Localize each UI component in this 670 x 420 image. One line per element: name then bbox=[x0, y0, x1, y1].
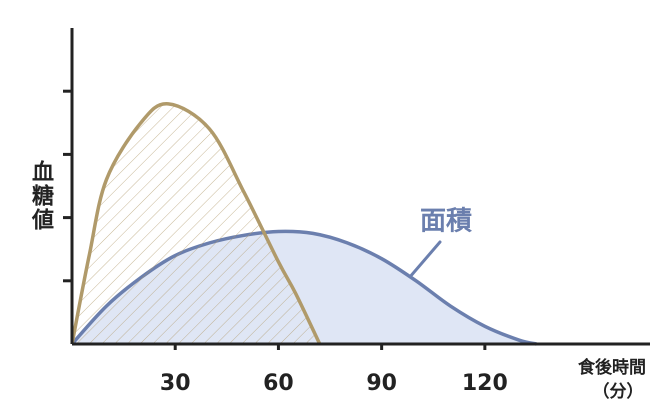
annotation: 面積 bbox=[420, 207, 472, 237]
x-tick-label: 120 bbox=[462, 371, 508, 396]
x-axis-unit: （分） bbox=[593, 381, 644, 402]
area-fill bbox=[72, 103, 320, 344]
y-axis-label: 血糖値 bbox=[28, 159, 55, 232]
x-axis-label: 食後時間 bbox=[578, 357, 646, 378]
series-line bbox=[70, 102, 322, 345]
x-tick-label: 60 bbox=[263, 371, 294, 396]
x-tick-label: 90 bbox=[366, 371, 397, 396]
x-tick-label: 30 bbox=[160, 371, 191, 396]
